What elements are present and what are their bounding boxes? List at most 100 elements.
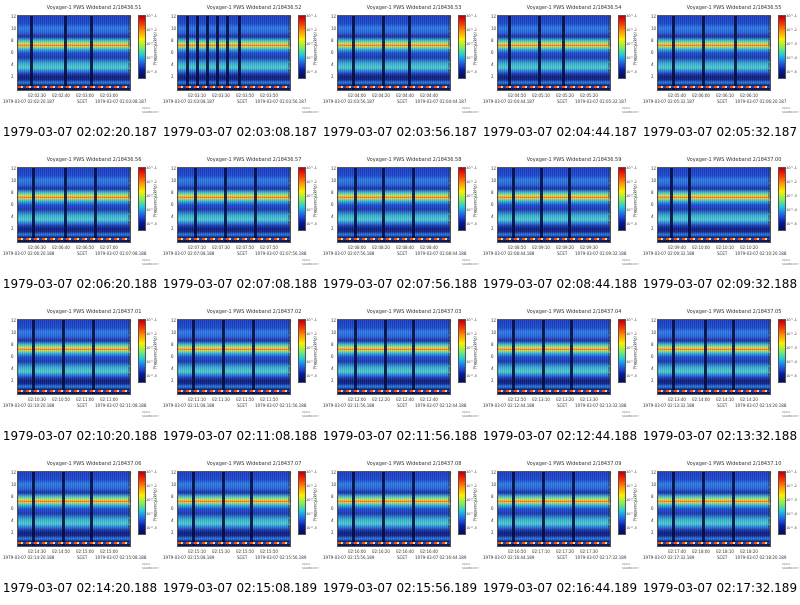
x-tick-label: 02:12:40 [420, 397, 438, 402]
scet-label: SCET [237, 403, 248, 408]
spectrogram-image [657, 167, 771, 243]
plot-title: Voyager-1 PWS Wideband 2/18437.03 [366, 309, 462, 315]
data-gap [384, 320, 387, 394]
y-tick-label: 4 [491, 214, 494, 219]
plot-title: Voyager-1 PWS Wideband 2/18437.10 [686, 461, 782, 467]
x-tick-label: 02:16:00 [348, 549, 366, 554]
spectrogram-image [177, 319, 291, 395]
spectrum-texture [338, 16, 450, 90]
range-end: 1979-03-07 02:18:20.189 [735, 555, 787, 560]
x-tick-label: 02:05:40 [668, 93, 686, 98]
y-tick-label: 8 [651, 342, 654, 347]
colorbar-label: relative power spectral density [607, 168, 614, 232]
y-tick-label: 2 [651, 74, 654, 79]
credit-tag: 2023-SGNBRXXY [142, 410, 159, 418]
low-frequency-band [658, 390, 770, 392]
colorbar-label-text: relative power spectral density [286, 167, 292, 230]
spectrogram-panel: Voyager-1 PWS Wideband 2/18436.58 Frequen… [313, 152, 480, 301]
scet-label: SCET [557, 555, 568, 560]
y-axis-label: Frequency (kHz) [153, 322, 169, 382]
colorbar-tick-label: 10^-1 [786, 14, 797, 18]
spectrogram-panel: Voyager-1 PWS Wideband 2/18437.02 Frequen… [153, 304, 320, 453]
credit-tag: 2023-SGNBRXXY [622, 410, 639, 418]
y-tick-label: 8 [11, 494, 14, 499]
colorbar-tick-label: 10^-2 [306, 28, 317, 32]
colorbar-tick-label: 10^-5 [786, 222, 797, 226]
colorbar-tick-label: 10^-4 [466, 360, 477, 364]
data-gap [64, 16, 67, 90]
y-tick-label: 2 [11, 378, 14, 383]
y-tick-label: 8 [331, 494, 334, 499]
data-gap [32, 168, 35, 242]
range-start: 1979-03-07 02:16:44.189 [483, 555, 535, 560]
spectrum-fill [498, 472, 610, 546]
time-range: 1979-03-07 02:05:32.187 SCET 1979-03-07 02… [643, 99, 786, 104]
colorbar-tick-label: 10^-4 [626, 208, 637, 212]
spectrum-texture [178, 472, 290, 546]
y-axis-label-text: Frequency (kHz) [632, 32, 638, 65]
y-tick-label: 2 [491, 74, 494, 79]
time-range: 1979-03-07 02:16:44.189 SCET 1979-03-07 02… [483, 555, 626, 560]
colorbar-label-text: relative power spectral density [606, 15, 612, 78]
colorbar-label-text: relative power spectral density [606, 319, 612, 382]
colorbar-tick-label: 10^-2 [626, 484, 637, 488]
y-tick-label: 2 [331, 378, 334, 383]
y-tick-label: 8 [651, 38, 654, 43]
plot-title: Voyager-1 PWS Wideband 2/18437.02 [206, 309, 302, 315]
x-tick-label: 02:13:30 [580, 397, 598, 402]
x-tick-label: 02:10:50 [52, 397, 70, 402]
panel-caption: 1979-03-07 02:15:56.189 [322, 581, 478, 595]
y-tick-label: 6 [651, 202, 654, 207]
low-frequency-band [498, 542, 610, 544]
x-tick-label: 02:18:10 [716, 549, 734, 554]
spectrogram-panel: Voyager-1 PWS Wideband 2/18437.10 Frequen… [633, 456, 800, 605]
low-frequency-band [658, 238, 770, 240]
spectrogram-image [337, 15, 451, 91]
x-axis-ticks: 02:17:40 02:18:00 02:18:10 02:18:20 [657, 549, 771, 555]
x-tick-label: 02:15:10 [188, 549, 206, 554]
y-tick-label: 8 [651, 190, 654, 195]
panel-caption: 1979-03-07 02:17:32.189 [642, 581, 798, 595]
y-tick-label: 10 [651, 482, 657, 487]
x-axis-ticks: 02:02:30 02:02:40 02:03:00 02:03:00 [17, 93, 131, 99]
data-gap [672, 16, 675, 90]
colorbar-tick-label: 10^-5 [466, 374, 477, 378]
data-gap [222, 472, 225, 546]
y-tick-label: 4 [11, 518, 14, 523]
x-tick-label: 02:16:50 [508, 549, 526, 554]
colorbar [298, 319, 306, 383]
x-axis-ticks: 02:03:10 02:03:30 02:03:50 02:03:50 [177, 93, 291, 99]
spectrum-fill [658, 16, 770, 90]
spectrum-texture [498, 168, 610, 242]
colorbar-tick-label: 10^-4 [786, 512, 797, 516]
plot-title: Voyager-1 PWS Wideband 2/18437.07 [206, 461, 302, 467]
colorbar [138, 471, 146, 535]
y-axis-label-text: Frequency (kHz) [632, 336, 638, 369]
colorbar-tick-label: 10^-1 [146, 318, 157, 322]
x-tick-label: 02:08:50 [508, 245, 526, 250]
y-axis-label: Frequency (kHz) [633, 322, 649, 382]
colorbar-label: relative power spectral density [447, 320, 454, 384]
time-range: 1979-03-07 02:08:44.188 SCET 1979-03-07 02… [483, 251, 626, 256]
y-tick-label: 4 [11, 214, 14, 219]
range-start: 1979-03-07 02:08:44.188 [483, 251, 535, 256]
scet-label: SCET [77, 403, 88, 408]
y-tick-label: 2 [651, 226, 654, 231]
colorbar-tick-label: 10^-2 [146, 180, 157, 184]
y-tick-label: 10 [171, 178, 177, 183]
y-axis-label-text: Frequency (kHz) [312, 488, 318, 521]
data-gap [412, 472, 415, 546]
x-tick-label: 02:07:50 [236, 245, 254, 250]
spectrogram-image [337, 471, 451, 547]
data-gap [562, 16, 565, 90]
scet-label: SCET [77, 251, 88, 256]
colorbar-label-text: relative power spectral density [606, 167, 612, 230]
y-tick-label: 6 [331, 354, 334, 359]
y-tick-label: 8 [171, 190, 174, 195]
scet-label: SCET [397, 555, 408, 560]
data-gap [732, 320, 735, 394]
panel-caption: 1979-03-07 02:03:56.187 [322, 125, 478, 139]
spectrum-texture [18, 320, 130, 394]
colorbar-tick-label: 10^-3 [626, 346, 637, 350]
colorbar-tick-label: 10^-2 [626, 28, 637, 32]
